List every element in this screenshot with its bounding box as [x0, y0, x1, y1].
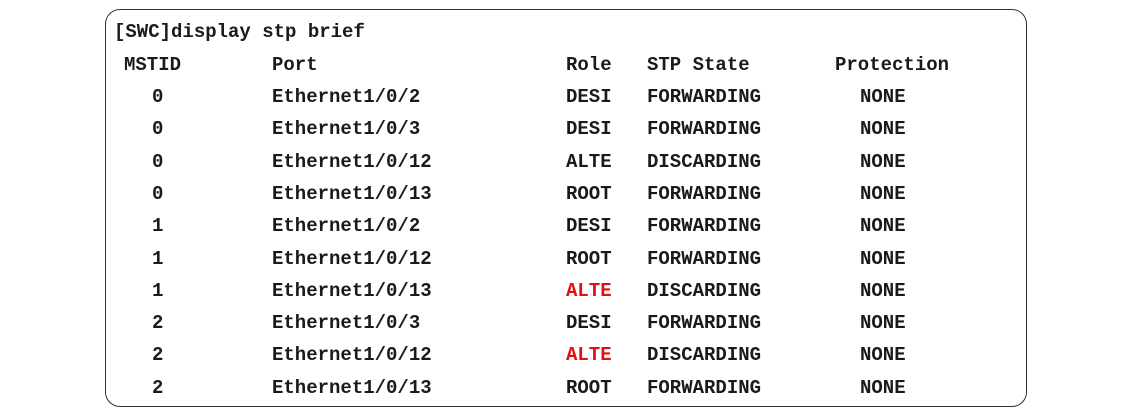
- stp-state-cell: FORWARDING: [647, 86, 762, 108]
- table-row: 1 Ethernet1/0/12 ROOT FORWARDING NONE: [0, 247, 1139, 279]
- protection-cell: NONE: [860, 118, 906, 141]
- stp-state-cell: FORWARDING: [647, 182, 762, 205]
- role-cell: DESI: [566, 215, 612, 238]
- table-row: 2 Ethernet1/0/12 ALTE DISCARDING NONE: [0, 343, 1139, 375]
- header-role: Role: [566, 54, 612, 76]
- port-cell: Ethernet1/0/13: [272, 376, 432, 399]
- header-mstid: MSTID: [124, 54, 182, 76]
- port-cell: Ethernet1/0/3: [272, 312, 421, 335]
- mstid-cell: 0: [152, 182, 164, 205]
- role-cell: ALTE: [566, 150, 612, 173]
- protection-cell: NONE: [860, 247, 906, 270]
- command-line: [SWC]display stp brief: [114, 21, 365, 43]
- mstid-cell: 0: [152, 118, 164, 141]
- stp-state-cell: DISCARDING: [647, 344, 762, 367]
- mstid-cell: 2: [152, 312, 164, 335]
- mstid-cell: 1: [152, 247, 164, 270]
- header-stp-state: STP State: [647, 54, 750, 76]
- mstid-cell: 1: [152, 215, 164, 238]
- port-cell: Ethernet1/0/2: [272, 86, 421, 108]
- protection-cell: NONE: [860, 215, 906, 238]
- port-cell: Ethernet1/0/2: [272, 215, 421, 238]
- role-cell: ALTE: [566, 344, 612, 367]
- table-row: 2 Ethernet1/0/3 DESI FORWARDING NONE: [0, 311, 1139, 343]
- port-cell: Ethernet1/0/12: [272, 150, 432, 173]
- stp-state-cell: FORWARDING: [647, 247, 762, 270]
- mstid-cell: 0: [152, 86, 164, 108]
- table-row: 0 Ethernet1/0/12 ALTE DISCARDING NONE: [0, 150, 1139, 182]
- table-row: 1 Ethernet1/0/2 DESI FORWARDING NONE: [0, 214, 1139, 246]
- port-cell: Ethernet1/0/12: [272, 344, 432, 367]
- role-cell: ROOT: [566, 376, 612, 399]
- port-cell: Ethernet1/0/12: [272, 247, 432, 270]
- mstid-cell: 0: [152, 150, 164, 173]
- port-cell: Ethernet1/0/13: [272, 279, 432, 302]
- role-cell: DESI: [566, 118, 612, 141]
- protection-cell: NONE: [860, 344, 906, 367]
- stp-state-cell: FORWARDING: [647, 215, 762, 238]
- protection-cell: NONE: [860, 279, 906, 302]
- role-cell: ROOT: [566, 247, 612, 270]
- table-row: 0 Ethernet1/0/13 ROOT FORWARDING NONE: [0, 182, 1139, 214]
- protection-cell: NONE: [860, 182, 906, 205]
- stp-state-cell: FORWARDING: [647, 312, 762, 335]
- protection-cell: NONE: [860, 86, 906, 108]
- role-cell: ALTE: [566, 279, 612, 302]
- table-row: 2 Ethernet1/0/13 ROOT FORWARDING NONE: [0, 376, 1139, 408]
- stp-state-cell: DISCARDING: [647, 279, 762, 302]
- mstid-cell: 2: [152, 344, 164, 367]
- header-port: Port: [272, 54, 318, 76]
- table-row: 0 Ethernet1/0/3 DESI FORWARDING NONE: [0, 117, 1139, 149]
- stp-state-cell: DISCARDING: [647, 150, 762, 173]
- role-cell: DESI: [566, 86, 612, 108]
- table-header: MSTID Port Role STP State Protection: [0, 53, 1139, 85]
- mstid-cell: 1: [152, 279, 164, 302]
- role-cell: DESI: [566, 312, 612, 335]
- protection-cell: NONE: [860, 312, 906, 335]
- table-row: 0 Ethernet1/0/2 DESI FORWARDING NONE: [0, 85, 1139, 117]
- protection-cell: NONE: [860, 150, 906, 173]
- role-cell: ROOT: [566, 182, 612, 205]
- header-protection: Protection: [835, 54, 950, 76]
- mstid-cell: 2: [152, 376, 164, 399]
- terminal-output-frame: [105, 9, 1027, 407]
- table-row: 1 Ethernet1/0/13 ALTE DISCARDING NONE: [0, 279, 1139, 311]
- stp-state-cell: FORWARDING: [647, 376, 762, 399]
- port-cell: Ethernet1/0/13: [272, 182, 432, 205]
- protection-cell: NONE: [860, 376, 906, 399]
- stp-state-cell: FORWARDING: [647, 118, 762, 141]
- port-cell: Ethernet1/0/3: [272, 118, 421, 141]
